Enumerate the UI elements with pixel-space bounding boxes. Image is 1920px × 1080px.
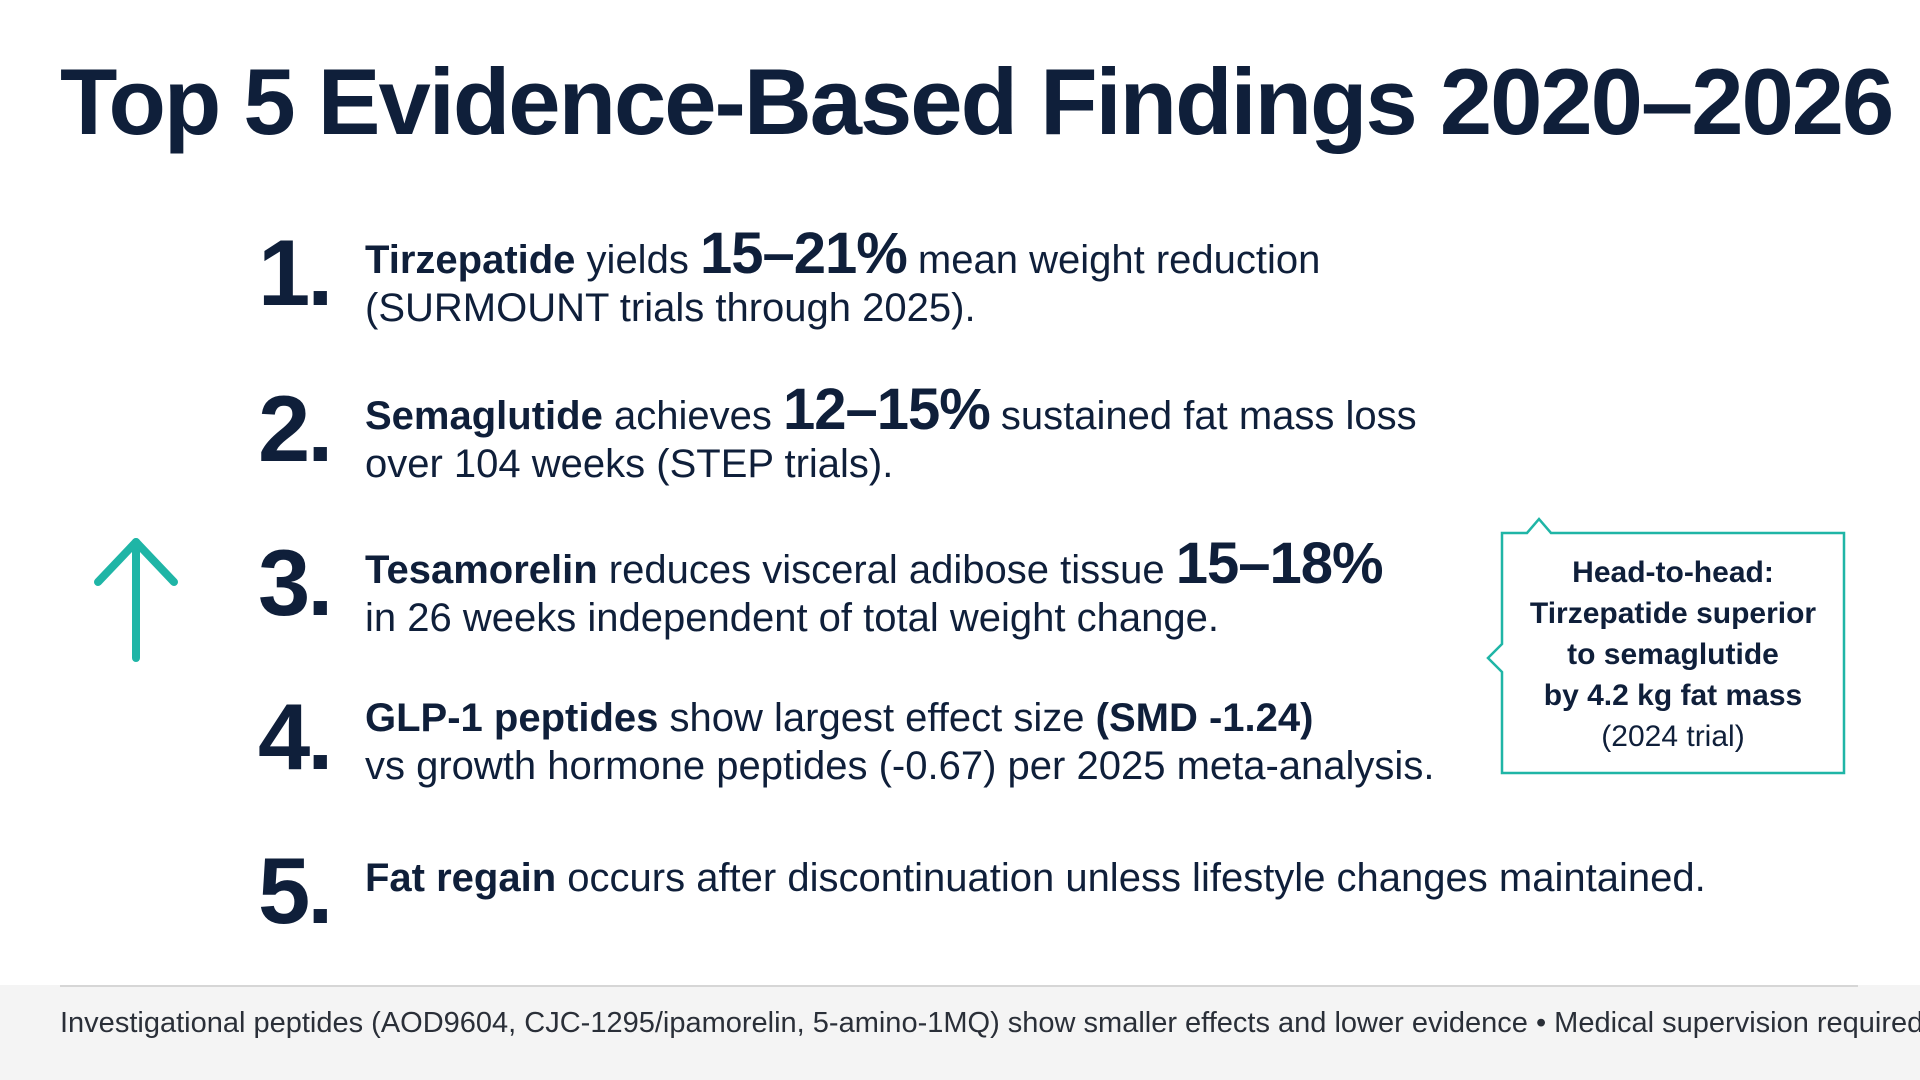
finding-text: Semaglutide achieves 12–15% sustained fa… — [365, 381, 1417, 488]
finding-highlight: 12–15% — [782, 377, 991, 442]
finding-line-1: Tirzepatide yields 15–21% mean weight re… — [365, 225, 1321, 284]
finding-line-1: Semaglutide achieves 12–15% sustained fa… — [365, 381, 1417, 440]
finding-text: GLP-1 peptides show largest effect size … — [365, 694, 1434, 790]
callout-line: Head-to-head: — [1572, 556, 1774, 589]
callout-line: (2024 trial) — [1601, 720, 1745, 753]
finding-subject: Tesamorelin — [365, 548, 598, 592]
callout-text: Head-to-head: Tirzepatide superior to se… — [1501, 552, 1845, 757]
finding-line-1: Tesamorelin reduces visceral adibose tis… — [365, 535, 1384, 594]
finding-line-1: Fat regain occurs after discontinuation … — [365, 854, 1706, 902]
finding-text: Tesamorelin reduces visceral adibose tis… — [365, 535, 1384, 642]
callout-line: by 4.2 kg fat mass — [1543, 679, 1803, 712]
finding-pre: achieves — [602, 394, 783, 438]
finding-line-1: GLP-1 peptides show largest effect size … — [365, 694, 1434, 742]
finding-line-2: over 104 weeks (STEP trials). — [365, 442, 894, 486]
finding-text: Fat regain occurs after discontinuation … — [365, 854, 1706, 902]
callout-line: Tirzepatide superior — [1529, 597, 1817, 630]
finding-line-2: in 26 weeks independent of total weight … — [365, 596, 1219, 640]
finding-subject: Fat regain — [365, 856, 557, 900]
callout-box: Head-to-head: Tirzepatide superior to se… — [1486, 517, 1846, 775]
finding-subject: GLP-1 peptides — [365, 696, 659, 740]
finding-number: 5. — [258, 838, 333, 943]
footer: Investigational peptides (AOD9604, CJC-1… — [0, 985, 1920, 1080]
arrow-up-icon — [88, 530, 188, 670]
finding-post: sustained fat mass loss — [989, 394, 1417, 438]
finding-line-2: vs growth hormone peptides (-0.67) per 2… — [365, 744, 1435, 788]
finding-number: 3. — [258, 530, 333, 635]
finding-number: 1. — [258, 220, 333, 325]
finding-pre: occurs after discontinuation unless life… — [556, 856, 1706, 900]
finding-number: 2. — [258, 376, 333, 481]
finding-subject: Tirzepatide — [365, 238, 576, 282]
finding-number: 4. — [258, 684, 333, 789]
page-title: Top 5 Evidence-Based Findings 2020–2026 — [60, 49, 1894, 154]
footer-divider — [60, 985, 1858, 987]
footer-note: Investigational peptides (AOD9604, CJC-1… — [60, 1007, 1920, 1039]
finding-highlight: 15–21% — [699, 221, 908, 286]
finding-pre: show largest effect size — [658, 696, 1096, 740]
finding-line-2: (SURMOUNT trials through 2025). — [365, 286, 976, 330]
finding-post: mean weight reduction — [906, 238, 1321, 282]
finding-highlight: 15–18% — [1175, 531, 1384, 596]
callout-line: to semaglutide — [1567, 638, 1779, 671]
finding-text: Tirzepatide yields 15–21% mean weight re… — [365, 225, 1321, 332]
finding-effect-size: (SMD -1.24) — [1095, 696, 1314, 740]
finding-subject: Semaglutide — [365, 394, 603, 438]
finding-pre: yields — [575, 238, 700, 282]
finding-pre: reduces visceral adibose tissue — [597, 548, 1176, 592]
